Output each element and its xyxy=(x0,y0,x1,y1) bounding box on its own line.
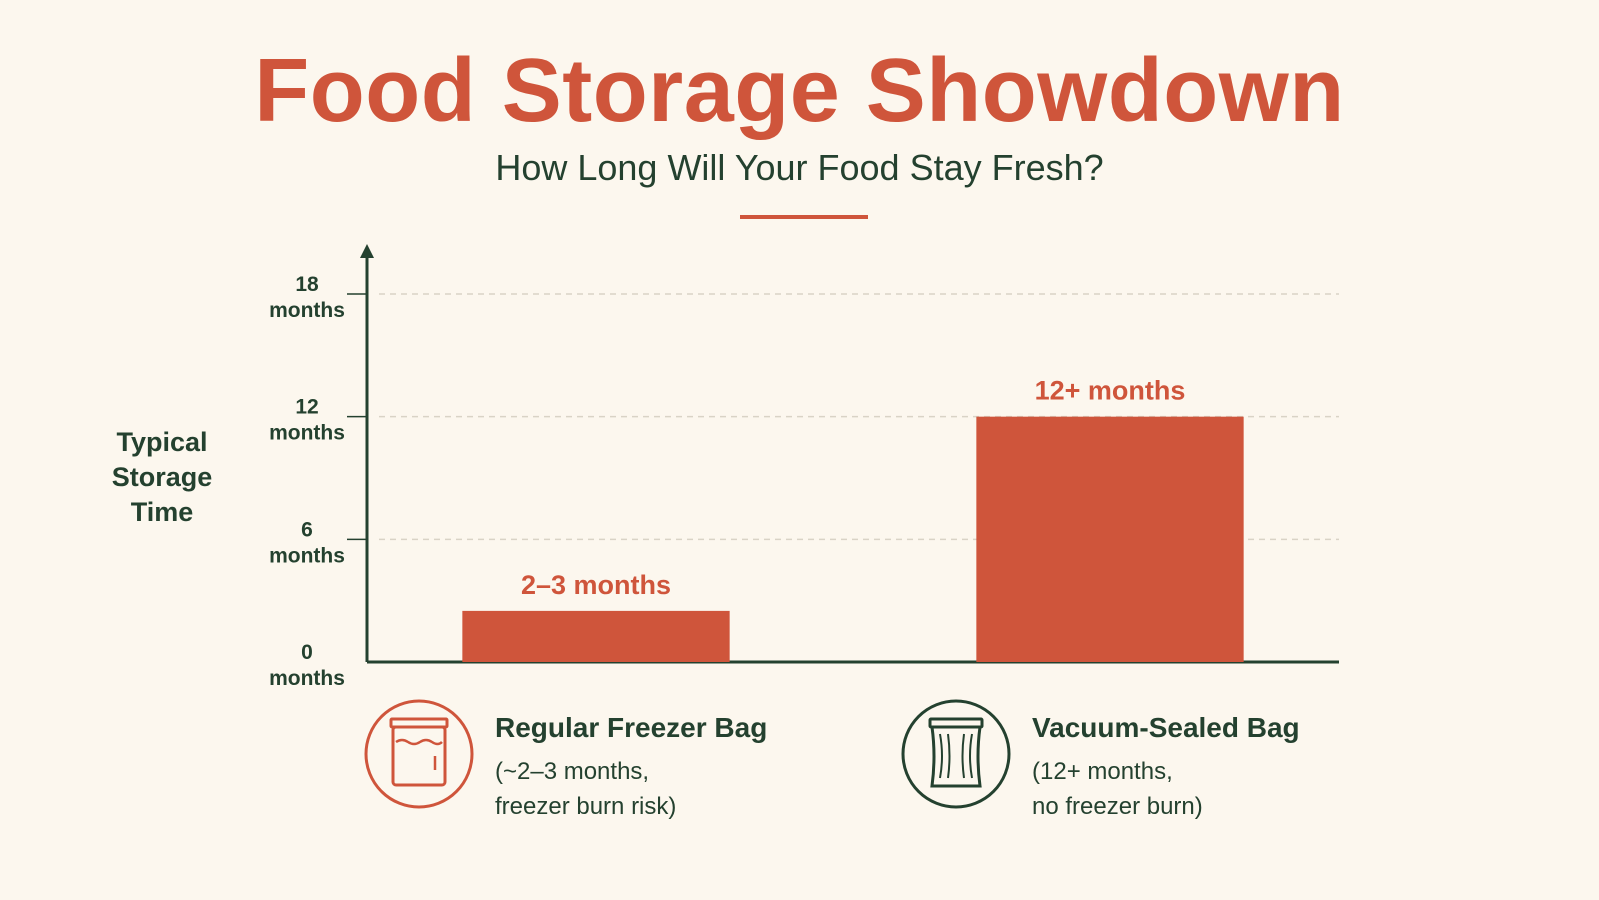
y-tick-label: 12 xyxy=(295,396,318,419)
bar-regular-freezer-bag xyxy=(462,610,730,662)
title-divider xyxy=(740,215,868,219)
bar-data-label: 12+ months xyxy=(1035,376,1186,406)
y-axis-arrow xyxy=(360,244,374,258)
y-tick-label: 0 xyxy=(301,641,313,664)
legend-note: (~2–3 months, freezer burn risk) xyxy=(495,758,677,820)
freezer-bag-icon xyxy=(364,699,474,809)
chart-title: Food Storage Showdown xyxy=(254,41,1345,141)
y-tick-label: months xyxy=(269,422,345,445)
y-tick-label: months xyxy=(269,667,345,690)
vacuum-bag-icon xyxy=(901,699,1011,809)
y-axis-label: Typical Storage Time xyxy=(111,427,213,527)
legend-name: Regular Freezer Bag xyxy=(495,712,768,743)
legend-note: (12+ months, no freezer burn) xyxy=(1032,758,1203,820)
bar-data-label: 2–3 months xyxy=(521,570,671,600)
y-tick-label: 6 xyxy=(301,518,313,541)
y-tick-label: months xyxy=(269,544,345,567)
chart-subtitle: How Long Will Your Food Stay Fresh? xyxy=(495,147,1104,188)
bar-vacuum-sealed-bag xyxy=(976,416,1244,662)
y-tick-label: 18 xyxy=(295,273,319,296)
y-tick-label: months xyxy=(269,299,345,322)
bar-chart: 0 months 6 months 12 months 18 months 2–3 months… xyxy=(269,244,1339,690)
legend-name: Vacuum-Sealed Bag xyxy=(1032,712,1300,743)
